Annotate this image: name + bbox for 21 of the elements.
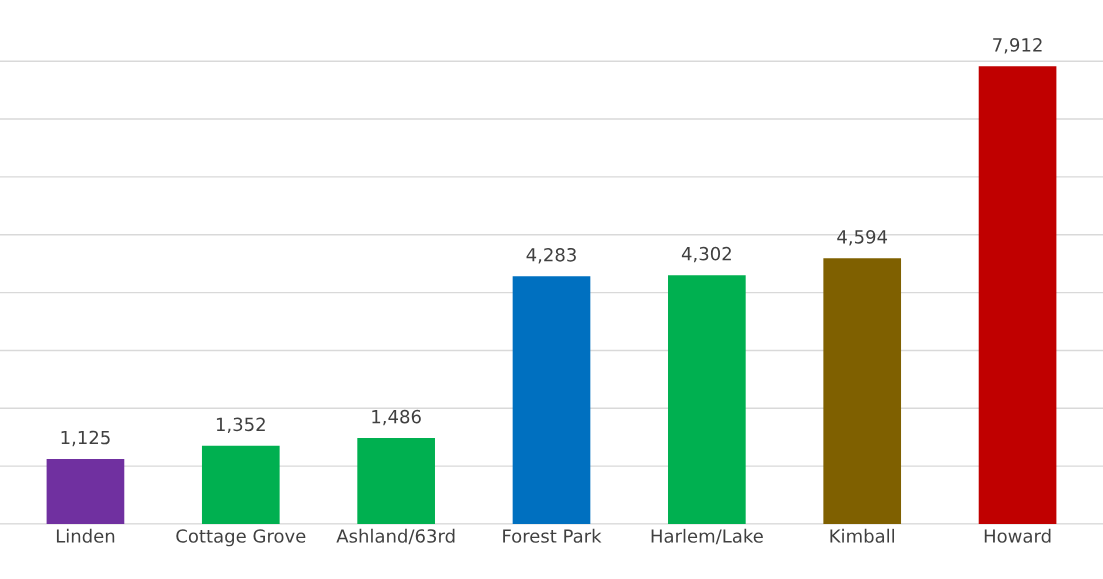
x-tick-label: Howard — [984, 528, 1051, 543]
bar — [823, 258, 902, 524]
bar — [512, 276, 591, 524]
bar — [46, 458, 125, 524]
x-tick-label: Kimball — [830, 528, 895, 543]
bar — [201, 445, 280, 524]
x-tick-label: Harlem/Lake — [651, 528, 763, 545]
bar — [668, 275, 746, 524]
data-label: 7,912 — [993, 38, 1042, 54]
data-label: 4,302 — [681, 246, 731, 263]
bar — [978, 66, 1057, 524]
bar — [357, 438, 435, 524]
data-label: 4,283 — [526, 247, 576, 264]
data-label: 4,594 — [837, 229, 888, 246]
x-tick-label: Cottage Grove — [176, 529, 306, 547]
data-label: 1,486 — [372, 409, 421, 426]
x-tick-label: Ashland/63rd — [336, 528, 455, 545]
data-label: 1,125 — [61, 430, 110, 447]
x-tick-label: Linden — [56, 528, 115, 543]
x-tick-label: Forest Park — [503, 528, 602, 543]
data-label: 1,352 — [216, 417, 265, 434]
